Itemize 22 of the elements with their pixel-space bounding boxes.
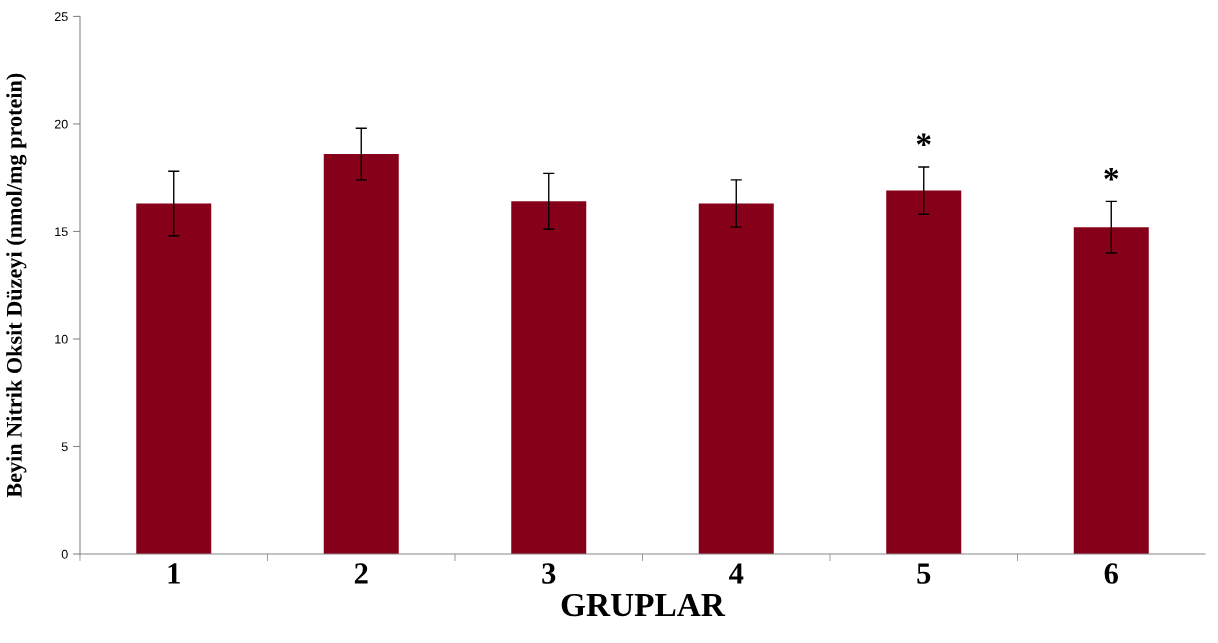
y-tick-label: 10 (55, 334, 68, 344)
y-tick-label: 0 (61, 549, 68, 559)
x-tick-label: 5 (917, 563, 931, 584)
y-tick-label: 5 (61, 442, 68, 452)
x-tick-label: 1 (168, 563, 180, 584)
bar (698, 203, 774, 554)
y-tick-label: 15 (55, 227, 68, 237)
y-tick-label: 20 (54, 119, 68, 129)
x-tick-label: 6 (1104, 563, 1118, 584)
x-tick-label: 3 (542, 563, 556, 584)
bar (1073, 227, 1149, 554)
x-axis-title: GRUPLAR (561, 593, 726, 617)
x-tick-label: 2 (354, 563, 368, 584)
x-tick-label: 4 (729, 563, 744, 584)
bar (886, 190, 962, 554)
y-tick-label: 25 (54, 12, 68, 22)
annotation: * (1104, 167, 1119, 181)
bar (511, 201, 587, 554)
bar (136, 203, 212, 554)
bar (323, 154, 399, 554)
y-axis-title: Beyin Nitrik Oksit Düzeyi (nmol/mg protein) (6, 73, 27, 498)
annotation: * (916, 133, 931, 147)
